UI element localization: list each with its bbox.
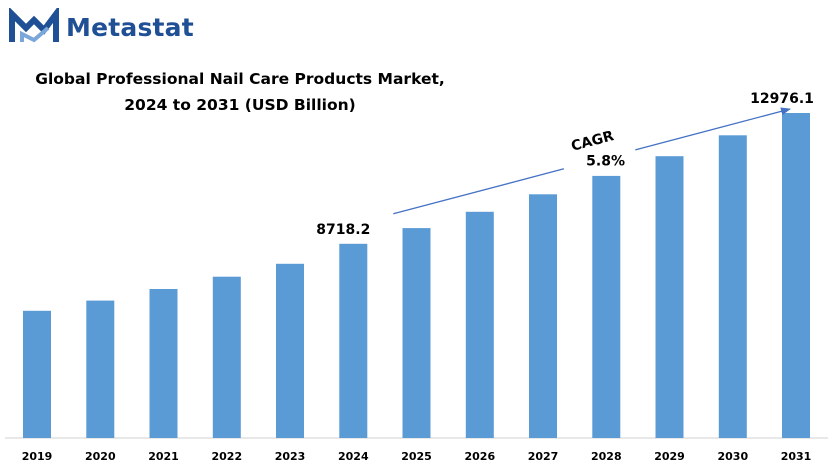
x-tick-label-2023: 2023 (275, 450, 306, 463)
data-labels: 8718.2 12976.1 (316, 91, 814, 238)
bar-2020 (86, 300, 115, 438)
bar-2024 (339, 243, 368, 438)
bar-2025 (402, 228, 431, 438)
bar-2021 (149, 289, 178, 438)
chart-title: Global Professional Nail Care Products M… (10, 66, 470, 118)
x-tick-label-2029: 2029 (654, 450, 685, 463)
x-axis-ticks: 2019 2020 2021 2022 2023 2024 2025 2026 2027 2028… (22, 450, 812, 463)
cagr-arrow-line (393, 168, 565, 215)
brand-name: Metastat (66, 12, 194, 42)
metastat-m-logo-icon (9, 8, 59, 43)
x-tick-label-2019: 2019 (22, 450, 53, 463)
x-tick-label-2031: 2031 (781, 450, 812, 463)
bar-2031 (782, 113, 810, 438)
cagr-label: CAGR (570, 128, 616, 155)
x-tick-label-2030: 2030 (717, 450, 748, 463)
x-tick-label-2027: 2027 (528, 450, 559, 463)
x-tick-label-2025: 2025 (401, 450, 432, 463)
cagr-arrow-head-line (635, 107, 791, 151)
x-tick-label-2021: 2021 (148, 450, 179, 463)
bar-2029 (655, 156, 684, 438)
data-label-2031: 12976.1 (750, 91, 814, 107)
cagr-value: 5.8% (586, 153, 625, 169)
bar-2023 (276, 263, 304, 438)
bar-2019 (23, 310, 51, 438)
x-tick-label-2020: 2020 (85, 450, 116, 463)
x-tick-label-2026: 2026 (464, 450, 495, 463)
bar-2027 (529, 194, 557, 438)
bar-series (23, 113, 810, 439)
bar-2022 (212, 276, 241, 438)
bar-2030 (718, 135, 747, 439)
brand-logo: Metastat (8, 8, 194, 46)
x-tick-label-2022: 2022 (211, 450, 242, 463)
bar-2026 (465, 211, 494, 438)
chart-title-line2: 2024 to 2031 (USD Billion) (124, 96, 356, 114)
data-label-2024: 8718.2 (316, 222, 370, 238)
chart-title-line1: Global Professional Nail Care Products M… (35, 70, 445, 88)
x-tick-label-2028: 2028 (591, 450, 622, 463)
x-tick-label-2024: 2024 (338, 450, 369, 463)
bar-2028 (592, 175, 621, 438)
